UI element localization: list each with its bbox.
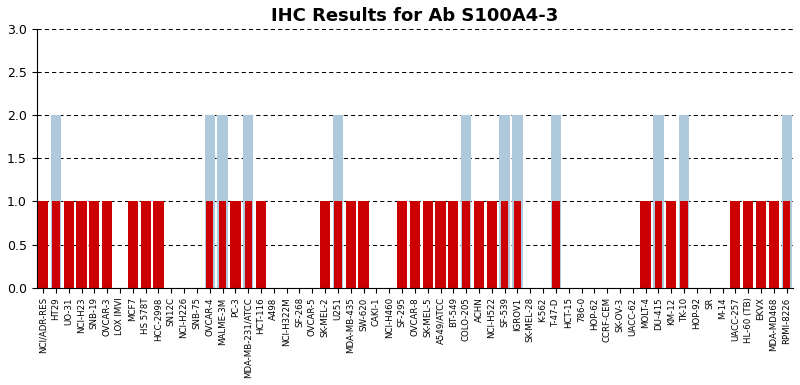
Bar (462, 201, 470, 288)
Bar (730, 201, 741, 288)
Bar (550, 116, 561, 288)
Bar (552, 201, 559, 288)
Bar (154, 201, 163, 288)
Bar (243, 116, 254, 288)
Bar (666, 201, 676, 288)
Bar (90, 201, 99, 288)
Bar (63, 201, 74, 288)
Bar (756, 201, 766, 288)
Bar (333, 116, 343, 288)
Bar (514, 201, 521, 288)
Bar (128, 201, 138, 288)
Bar (334, 201, 342, 288)
Bar (206, 201, 214, 288)
Bar (654, 201, 662, 288)
Bar (512, 116, 522, 288)
Bar (679, 116, 690, 288)
Bar (422, 201, 433, 288)
Bar (320, 201, 330, 288)
Bar (410, 201, 420, 288)
Bar (474, 201, 484, 288)
Bar (743, 201, 754, 288)
Bar (782, 116, 792, 288)
Bar (435, 201, 446, 288)
Bar (680, 201, 688, 288)
Bar (641, 201, 650, 288)
Bar (358, 201, 369, 288)
Bar (654, 116, 663, 288)
Bar (218, 116, 228, 288)
Bar (205, 116, 215, 288)
Bar (230, 201, 241, 288)
Bar (141, 201, 150, 288)
Bar (219, 201, 226, 288)
Bar (499, 116, 510, 288)
Bar (448, 201, 458, 288)
Bar (501, 201, 508, 288)
Bar (346, 201, 356, 288)
Bar (52, 201, 59, 288)
Bar (486, 201, 497, 288)
Title: IHC Results for Ab S100A4-3: IHC Results for Ab S100A4-3 (271, 7, 558, 25)
Bar (50, 116, 61, 288)
Bar (256, 201, 266, 288)
Bar (245, 201, 252, 288)
Bar (77, 201, 86, 288)
Bar (461, 116, 471, 288)
Bar (783, 201, 790, 288)
Bar (102, 201, 112, 288)
Bar (38, 201, 48, 288)
Bar (769, 201, 779, 288)
Bar (397, 201, 407, 288)
